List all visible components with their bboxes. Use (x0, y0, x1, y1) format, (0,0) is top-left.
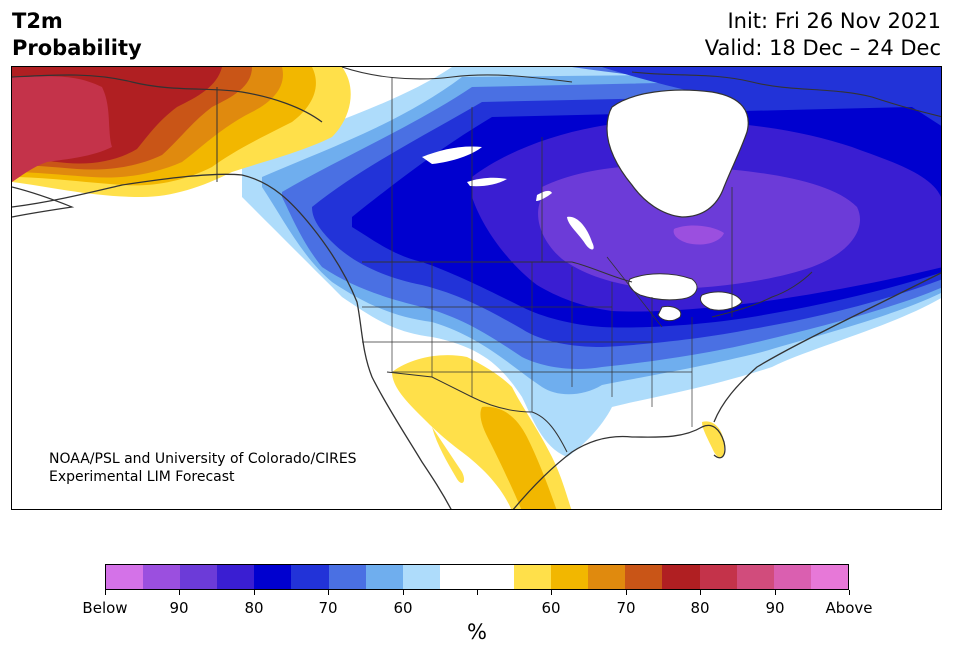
colorbar-tick (403, 590, 404, 595)
colorbar-segment (551, 565, 589, 589)
colorbar-tick (179, 590, 180, 595)
colorbar-tick (551, 590, 552, 595)
colorbar-segment (662, 565, 700, 589)
colorbar-tick (105, 590, 106, 595)
atlantic-ocean (724, 307, 941, 509)
colorbar-tick (477, 590, 478, 595)
colorbar-tick (626, 590, 627, 595)
below-max-region (673, 225, 724, 245)
state-borders (362, 262, 693, 427)
colorbar-segment (291, 565, 329, 589)
colorbar-segment (143, 565, 181, 589)
colorbar-segment (588, 565, 626, 589)
coastline-east (713, 272, 941, 423)
colorbar-segment (254, 565, 292, 589)
gulf-of-mexico (572, 442, 732, 509)
colorbar-tick-label: 90 (169, 599, 189, 617)
map-title: T2m Probability (12, 8, 142, 62)
title-line-1: T2m (12, 9, 63, 33)
colorbar-tick-label: Above (825, 599, 873, 617)
colorbar-tick (254, 590, 255, 595)
colorbar-segment (736, 565, 774, 589)
colorbar-segment (773, 565, 811, 589)
colorbar-segment (328, 565, 366, 589)
coastline-west (12, 173, 452, 509)
province-borders (391, 77, 733, 328)
colorbar-tick (775, 590, 776, 595)
great-bear-lake (467, 177, 507, 187)
title-line-2: Probability (12, 36, 142, 60)
colorbar-segment (514, 565, 552, 589)
colorbar-tick (328, 590, 329, 595)
colorbar-segment (106, 565, 144, 589)
map-panel (11, 66, 942, 510)
coastline-gulf (512, 424, 726, 509)
colorbar-tick-label: 80 (690, 599, 710, 617)
colorbar-segment (699, 565, 737, 589)
credit-line-2: Experimental LIM Forecast (49, 469, 235, 485)
colorbar-tick-label: 80 (244, 599, 264, 617)
great-lakes (628, 273, 743, 322)
pacific-ocean (12, 217, 412, 509)
colorbar-unit: % (467, 620, 487, 644)
colorbar-segment (217, 565, 255, 589)
valid-date: Valid: 18 Dec – 24 Dec (704, 36, 941, 60)
coastline-arctic (341, 67, 941, 118)
colorbar-segment (810, 565, 848, 589)
probability-map (12, 67, 941, 509)
coastline-alaska (12, 74, 323, 218)
colorbar (105, 564, 849, 590)
above-60-baja (432, 427, 465, 483)
colorbar-tick-label: 90 (765, 599, 785, 617)
colorbar-tick-label: 60 (541, 599, 561, 617)
colorbar-segment (365, 565, 403, 589)
forecast-dates: Init: Fri 26 Nov 2021 Valid: 18 Dec – 24… (705, 8, 941, 62)
colorbar-segment (439, 565, 477, 589)
lake-athabasca (536, 190, 552, 201)
colorbar-tick-label: 60 (393, 599, 413, 617)
above-90-alaska (12, 76, 112, 182)
credit-text: NOAA/PSL and University of Colorado/CIRE… (49, 450, 357, 486)
colorbar-segment (476, 565, 515, 589)
lake-winnipeg (567, 216, 594, 250)
colorbar-tick-label: 70 (318, 599, 338, 617)
colorbar-tick-label: Below (82, 599, 128, 617)
hudson-bay (606, 89, 749, 218)
colorbar-segment (402, 565, 440, 589)
great-slave-lake (422, 146, 482, 164)
colorbar-tick (700, 590, 701, 595)
colorbar-tick (849, 590, 850, 595)
colorbar-tick-label: 70 (616, 599, 636, 617)
credit-line-1: NOAA/PSL and University of Colorado/CIRE… (49, 451, 357, 467)
colorbar-segment (180, 565, 218, 589)
colorbar-segment (625, 565, 663, 589)
init-date: Init: Fri 26 Nov 2021 (727, 9, 941, 33)
